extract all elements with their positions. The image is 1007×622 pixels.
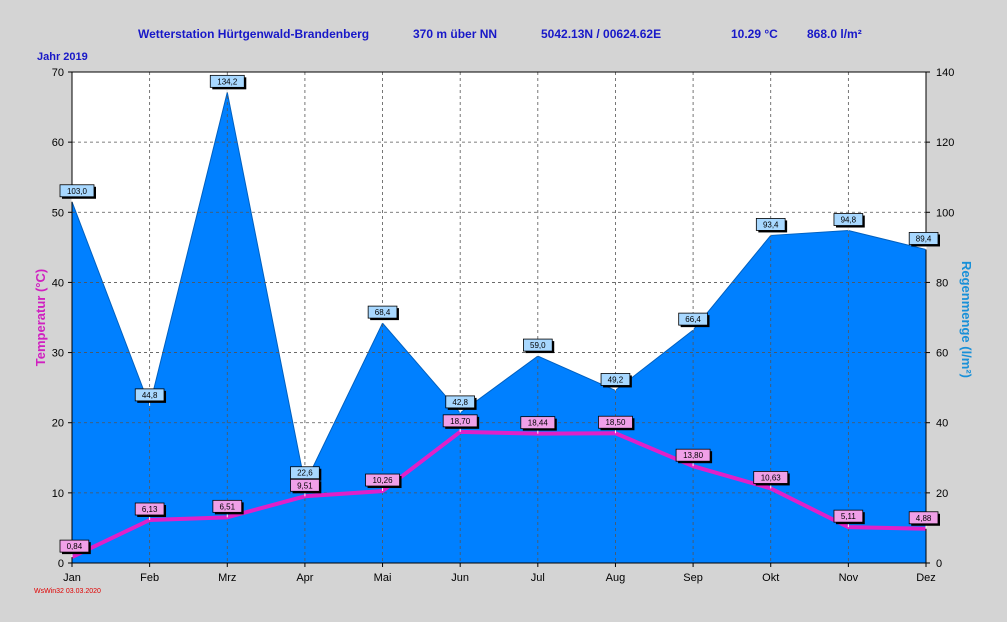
svg-text:49,2: 49,2 <box>608 375 624 384</box>
rain-value-label: 42,8 <box>445 395 477 413</box>
svg-text:18,70: 18,70 <box>450 417 471 426</box>
temperature-value-label: 6,13 <box>134 502 167 521</box>
y-right-tick-label: 0 <box>936 558 942 570</box>
temperature-value-label: 4,88 <box>908 511 940 529</box>
y-right-tick-label: 20 <box>936 488 948 500</box>
y-left-tick-label: 10 <box>52 488 64 500</box>
rain-value-label: 89,4 <box>908 232 940 250</box>
y-right-tick-label: 80 <box>936 277 948 289</box>
svg-text:59,0: 59,0 <box>530 341 546 350</box>
svg-text:10,63: 10,63 <box>761 473 782 482</box>
svg-text:94,8: 94,8 <box>841 216 857 225</box>
svg-text:5,11: 5,11 <box>841 512 857 521</box>
y-left-tick-label: 60 <box>52 137 64 149</box>
svg-text:10,26: 10,26 <box>373 476 394 485</box>
x-tick-label: Mrz <box>218 572 236 584</box>
y-left-tick-label: 70 <box>52 67 64 79</box>
x-tick-label: Jul <box>531 572 545 584</box>
svg-text:89,4: 89,4 <box>916 234 932 243</box>
x-tick-label: Feb <box>140 572 159 584</box>
temperature-value-label: 10,63 <box>753 471 790 489</box>
y-right-tick-label: 100 <box>936 207 954 219</box>
x-tick-label: Sep <box>683 572 703 584</box>
x-tick-label: Nov <box>839 572 859 584</box>
temperature-value-label: 0,84 <box>59 539 91 558</box>
year-label: Jahr 2019 <box>37 51 88 63</box>
temperature-value-label: 6,51 <box>212 499 244 518</box>
station-name: Wetterstation Hürtgenwald-Brandenberg <box>138 27 370 41</box>
x-tick-label: Apr <box>296 572 313 584</box>
rain-value-label: 44,8 <box>134 388 167 406</box>
x-tick-label: Okt <box>762 572 779 584</box>
rain-value-label: 94,8 <box>833 213 865 231</box>
rain-value-label: 59,0 <box>523 338 555 357</box>
svg-text:0,84: 0,84 <box>67 542 83 551</box>
x-tick-label: Mai <box>374 572 392 584</box>
x-tick-label: Jan <box>63 572 81 584</box>
y-left-tick-label: 50 <box>52 207 64 219</box>
rain-value-label: 22,6 <box>290 466 322 484</box>
x-tick-label: Dez <box>916 572 936 584</box>
station-altitude: 370 m über NN <box>413 27 498 41</box>
y-left-tick-label: 40 <box>52 277 64 289</box>
y-left-tick-label: 0 <box>58 558 64 570</box>
y-right-tick-label: 60 <box>936 348 948 360</box>
y-left-tick-label: 20 <box>52 418 64 430</box>
y-left-axis-label: Temperatur (°C) <box>33 269 48 366</box>
svg-text:18,50: 18,50 <box>605 418 626 427</box>
station-coordinates: 5042.13N / 00624.62E <box>541 27 662 41</box>
rain-value-label: 49,2 <box>600 373 632 391</box>
svg-text:6,51: 6,51 <box>219 502 235 511</box>
rain-value-label: 134,2 <box>209 74 247 93</box>
svg-text:6,13: 6,13 <box>142 505 158 514</box>
rain-value-label: 68,4 <box>367 305 399 324</box>
svg-text:68,4: 68,4 <box>375 308 391 317</box>
temperature-value-label: 18,70 <box>442 414 480 432</box>
svg-text:9,51: 9,51 <box>297 481 313 490</box>
x-tick-label: Jun <box>451 572 469 584</box>
temperature-value-label: 5,11 <box>833 509 865 528</box>
footer-credit: WsWin32 03.03.2020 <box>34 588 101 595</box>
plot-border <box>71 71 927 564</box>
rain-value-label: 93,4 <box>755 218 788 236</box>
y-right-tick-label: 40 <box>936 418 948 430</box>
svg-text:134,2: 134,2 <box>217 77 238 86</box>
rain-total: 868.0 l/m² <box>807 27 862 41</box>
temperature-value-label: 9,51 <box>290 478 322 497</box>
temperature-line <box>71 429 927 559</box>
y-right-tick-label: 120 <box>936 137 954 149</box>
x-tick-label: Aug <box>606 572 626 584</box>
y-right-tick-label: 140 <box>936 67 954 79</box>
svg-text:42,8: 42,8 <box>452 398 468 407</box>
temperature-value-label: 18,44 <box>520 416 557 434</box>
svg-text:13,80: 13,80 <box>683 451 704 460</box>
rain-value-label: 103,0 <box>59 184 96 202</box>
svg-text:22,6: 22,6 <box>297 469 313 478</box>
temperature-value-label: 10,26 <box>365 473 402 492</box>
y-right-axis-label: Regenmenge (l/m²) <box>959 261 974 378</box>
rain-value-label: 66,4 <box>678 312 710 331</box>
svg-text:44,8: 44,8 <box>142 391 158 400</box>
temperature-value-label: 18,50 <box>598 415 635 434</box>
svg-text:66,4: 66,4 <box>685 315 701 324</box>
temperature-value-label: 13,80 <box>675 448 713 467</box>
chart-header: Wetterstation Hürtgenwald-Brandenberg 37… <box>0 27 1007 43</box>
svg-text:4,88: 4,88 <box>916 514 932 523</box>
svg-text:93,4: 93,4 <box>763 220 779 229</box>
svg-text:18,44: 18,44 <box>528 419 549 428</box>
average-temperature: 10.29 °C <box>731 27 778 41</box>
svg-text:103,0: 103,0 <box>67 187 88 196</box>
y-left-tick-label: 30 <box>52 348 64 360</box>
